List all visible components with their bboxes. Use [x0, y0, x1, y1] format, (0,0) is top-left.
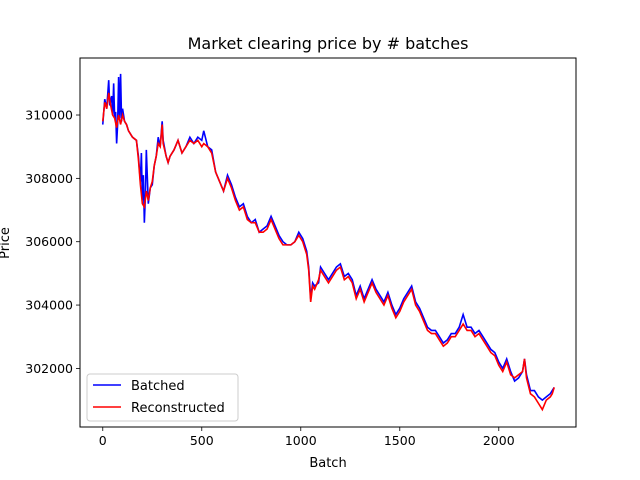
legend-label-reconstructed: Reconstructed [131, 401, 225, 416]
plot-frame [79, 57, 577, 428]
x-tick-label: 2000 [483, 433, 515, 448]
x-axis-label: Batch [309, 456, 346, 471]
y-tick-label: 306000 [25, 234, 73, 249]
x-tick-label: 1000 [285, 433, 317, 448]
series-layer [101, 73, 555, 412]
chart-title: Market clearing price by # batches [188, 34, 469, 53]
plot-area: 0 500 1000 1500 2000 302000 304000 306000 30800… [25, 57, 577, 448]
y-tick-label: 304000 [25, 298, 73, 313]
x-tick-label: 1500 [384, 433, 416, 448]
legend-label-batched: Batched [131, 379, 185, 394]
x-tick-label: 0 [99, 433, 107, 448]
x-tick-label: 500 [190, 433, 214, 448]
legend-box [86, 373, 239, 422]
y-tick-label: 302000 [25, 361, 73, 376]
y-tick-label: 308000 [25, 171, 73, 186]
series-line-reconstructed [101, 92, 555, 412]
legend: Batched Reconstructed [86, 373, 239, 422]
y-tick-label: 310000 [25, 108, 73, 123]
y-axis-label: Price [0, 227, 13, 259]
x-axis: 0 500 1000 1500 2000 [99, 427, 515, 448]
y-axis: 302000 304000 306000 308000 310000 [25, 108, 80, 376]
